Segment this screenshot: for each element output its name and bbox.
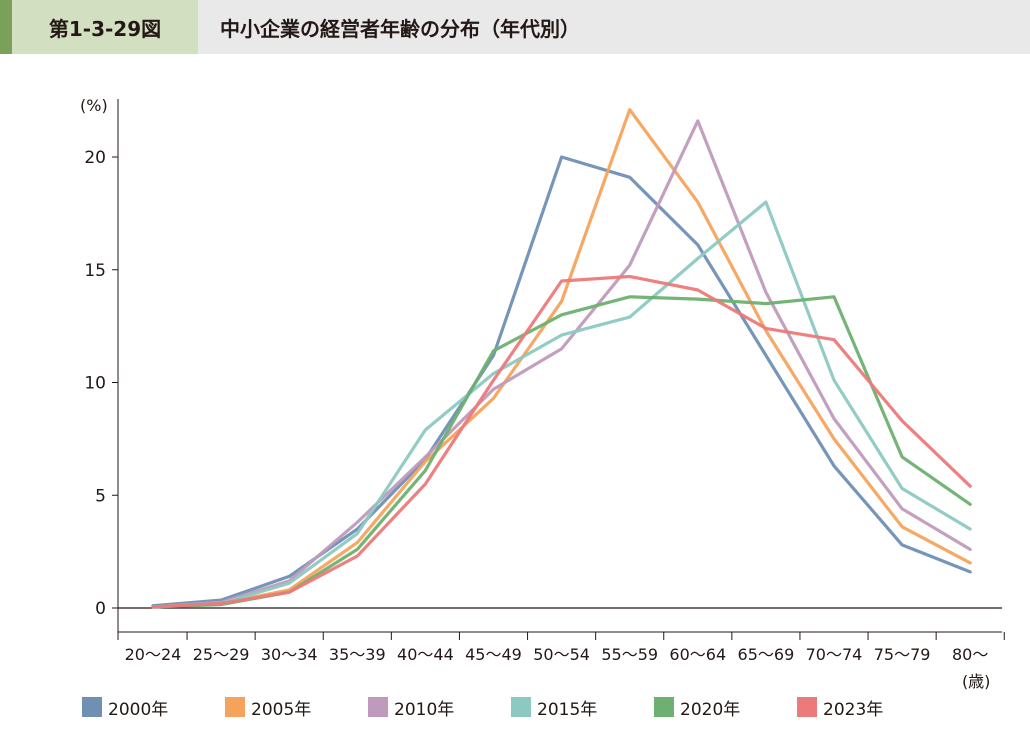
chart-legend: 2000年 2005年 2010年 2015年 2020年 2023年 (82, 694, 982, 720)
legend-item: 2000年 (82, 694, 168, 720)
legend-swatch (797, 697, 817, 717)
legend-label: 2020年 (680, 699, 741, 720)
legend-swatch (654, 697, 674, 717)
x-tick-label: 30～34 (261, 645, 318, 664)
header-accent-bar (0, 0, 12, 54)
x-tick-label: 50～54 (533, 645, 590, 664)
legend-label: 2010年 (394, 699, 455, 720)
figure-header: 第1-3-29図 中小企業の経営者年齢の分布（年代別） (0, 0, 1030, 54)
x-tick-label: 40～44 (397, 645, 454, 664)
legend-item: 2010年 (368, 694, 454, 720)
figure-number: 第1-3-29図 (12, 0, 198, 54)
x-tick-label: 65～69 (738, 645, 795, 664)
x-tick-label: 20～24 (125, 645, 182, 664)
legend-label: 2015年 (537, 699, 598, 720)
legend-swatch (82, 697, 102, 717)
x-tick-label: 45～49 (465, 645, 522, 664)
chart-axes (112, 99, 1005, 640)
x-tick-label: 70～74 (806, 645, 863, 664)
series-line-2 (151, 119, 972, 609)
y-tick-label: 5 (95, 486, 106, 506)
legend-swatch (511, 697, 531, 717)
y-tick-label: 10 (84, 374, 106, 394)
x-tick-label: 25～29 (193, 645, 250, 664)
series-line-3 (151, 200, 972, 609)
line-chart: 0 5 10 15 20 (%) 20～24 25～29 30～34 35～39 40～44 45～4… (80, 96, 1005, 691)
y-tick-label: 20 (84, 148, 106, 168)
y-tick-label: 15 (84, 261, 106, 281)
legend-item: 2023年 (797, 694, 883, 720)
x-tick-label: 35～39 (329, 645, 386, 664)
legend-item: 2015年 (511, 694, 597, 720)
legend-item: 2005年 (225, 694, 311, 720)
x-unit-label: (歳) (962, 672, 991, 691)
series-line-1 (151, 107, 972, 609)
x-tick-label: 80～ (952, 645, 988, 664)
x-tick-label: 55～59 (601, 645, 658, 664)
series-line-5 (151, 274, 972, 609)
legend-label: 2000年 (108, 699, 169, 720)
series-line-0 (151, 155, 972, 608)
legend-label: 2005年 (251, 699, 312, 720)
legend-item: 2020年 (654, 694, 740, 720)
chart-labels: 0 5 10 15 20 (%) 20～24 25～29 30～34 35～39 40～44 45～4… (80, 96, 990, 691)
y-tick-label: 0 (95, 599, 106, 619)
legend-swatch (368, 697, 388, 717)
x-tick-label: 60～64 (669, 645, 726, 664)
x-tick-label: 75～79 (874, 645, 931, 664)
series-line-4 (151, 295, 972, 609)
y-unit-label: (%) (80, 96, 108, 115)
chart-series-lines (151, 107, 972, 609)
legend-label: 2023年 (823, 699, 884, 720)
legend-swatch (225, 697, 245, 717)
figure-title: 中小企業の経営者年齢の分布（年代別） (220, 16, 580, 41)
